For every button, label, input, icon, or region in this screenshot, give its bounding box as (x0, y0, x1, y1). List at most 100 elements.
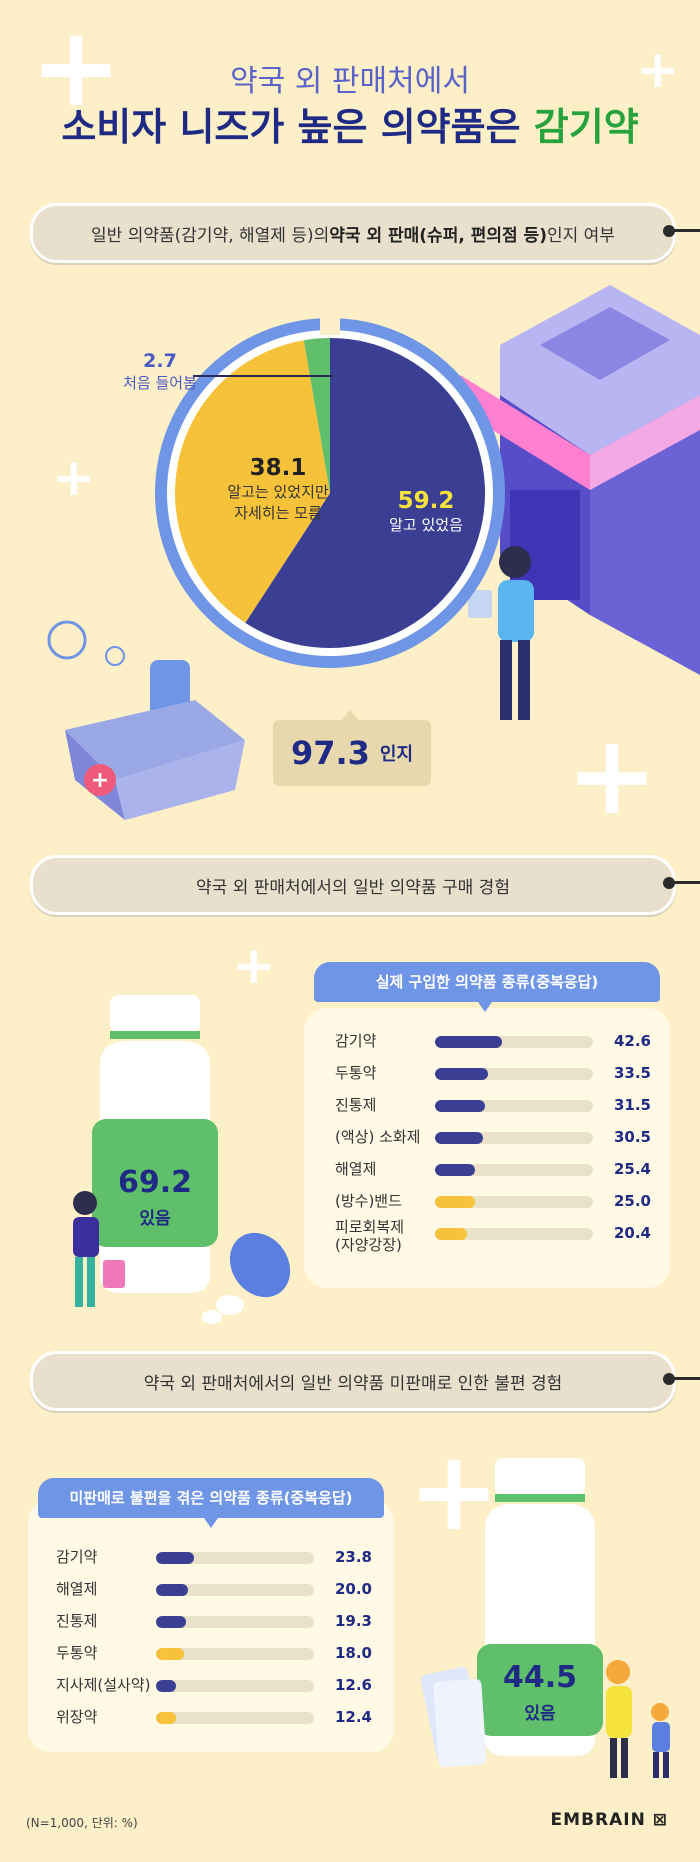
footnote: (N=1,000, 단위: %) (26, 1816, 138, 1830)
page-subtitle: 약국 외 판매처에서 (230, 64, 470, 99)
inconvenience-bar (156, 1552, 194, 1564)
purchased-category-label: 감기약 (335, 1032, 377, 1050)
card-title: 실제 구입한 의약품 종류(중복응답) (314, 962, 660, 1002)
purchased-row: 해열제 25.4 (335, 1156, 655, 1188)
banner-text-bold: 약국 외 판매(슈퍼, 편의점 등) (329, 225, 547, 246)
purchased-category-label: (액상) 소화제 (335, 1128, 421, 1146)
purchased-bar (435, 1164, 476, 1176)
purchased-category-label: 두통약 (335, 1064, 377, 1082)
inconvenience-row: 지사제(설사약) 12.6 (56, 1672, 376, 1704)
svg-text:+: + (91, 768, 109, 793)
bottle-value-box: 69.2 있음 (92, 1165, 218, 1229)
title-main: 소비자 니즈가 높은 의약품은 (61, 105, 534, 149)
bottle-value: 44.5 (502, 1660, 578, 1695)
purchased-category-label: (방수)밴드 (335, 1192, 402, 1210)
inconvenience-row: 해열제 20.0 (56, 1576, 376, 1608)
purchased-value-label: 42.6 (613, 1032, 651, 1050)
purchased-value-label: 25.0 (613, 1192, 651, 1210)
plus-deco-icon: + (52, 448, 96, 508)
pie-label-known: 59.2 알고 있었음 (366, 488, 486, 535)
pie-ring-gap (320, 313, 340, 335)
inconvenience-category-label: 두통약 (56, 1644, 98, 1662)
bottle-label: 있음 (524, 1704, 556, 1724)
purchased-value-label: 31.5 (613, 1096, 651, 1114)
pie-slice-known (245, 338, 486, 648)
banner-text-pre: 일반 의약품(감기약, 해열제 등)의 (91, 225, 330, 246)
pill-bottle-spilled-illustration (202, 1232, 291, 1324)
purchased-category-label: 진통제 (335, 1096, 377, 1114)
inconvenience-category-label: 감기약 (56, 1548, 98, 1566)
inconvenience-bar (156, 1680, 176, 1692)
purchased-row: 진통제 31.5 (335, 1092, 655, 1124)
purchased-bar-track (435, 1036, 593, 1048)
pie-value-known: 59.2 (397, 488, 455, 514)
pie-value-partial: 38.1 (249, 455, 307, 481)
banner-connector (670, 229, 700, 232)
bottle-label: 있음 (139, 1209, 171, 1229)
banner-connector (670, 1377, 700, 1380)
banner-text: 약국 외 판매처에서의 일반 의약품 구매 경험 (196, 877, 510, 898)
inconvenience-bar-track (156, 1648, 314, 1660)
store-illustration (460, 285, 700, 675)
purchased-value-label: 25.4 (613, 1160, 651, 1178)
inconvenience-bar (156, 1584, 188, 1596)
purchased-bar (435, 1036, 503, 1048)
inconvenience-row: 위장약 12.4 (56, 1704, 376, 1736)
purchased-bar-track (435, 1228, 593, 1240)
pie-category-never: 처음 들어봄 (123, 374, 197, 392)
banner-dot (663, 225, 675, 237)
purchased-row: (액상) 소화제 30.5 (335, 1124, 655, 1156)
inconvenience-value-label: 12.4 (334, 1708, 372, 1726)
purchased-category-label: 피로회복제 (자양강장) (335, 1218, 405, 1254)
title-highlight: 감기약 (533, 105, 639, 149)
plus-deco-icon: + (636, 40, 680, 100)
purchased-value-label: 20.4 (613, 1224, 651, 1242)
purchased-bar-track (435, 1132, 593, 1144)
inconvenience-bar (156, 1712, 176, 1724)
recognition-pointer (340, 710, 360, 722)
inconvenience-bar-track (156, 1712, 314, 1724)
page-title: 소비자 니즈가 높은 의약품은 감기약 (0, 96, 700, 151)
bottle-value-box: 44.5 있음 (477, 1660, 603, 1724)
plus-deco-icon: + (566, 711, 659, 839)
inconvenience-value-label: 19.3 (334, 1612, 372, 1630)
purchased-row: 두통약 33.5 (335, 1060, 655, 1092)
inconvenience-bar-track (156, 1552, 314, 1564)
plus-deco-icon: + (408, 1427, 501, 1555)
purchased-row: (방수)밴드 25.0 (335, 1188, 655, 1220)
pie-category-known: 알고 있었음 (389, 516, 463, 534)
inconvenience-bar-track (156, 1584, 314, 1596)
inconvenience-bar-track (156, 1680, 314, 1692)
banner-text-post: 인지 여부 (546, 225, 615, 246)
purchased-category-label: 해열제 (335, 1160, 377, 1178)
purchased-medicine-card (304, 1008, 670, 1288)
card-title: 미판매로 불편을 겪은 의약품 종류(중복응답) (38, 1478, 384, 1518)
purchased-bar (435, 1196, 475, 1208)
pie-callout-line (193, 375, 333, 377)
section3-banner: 약국 외 판매처에서의 일반 의약품 미판매로 인한 불편 경험 (30, 1351, 676, 1411)
inconvenience-row: 두통약 18.0 (56, 1640, 376, 1672)
shopper-illustration (73, 1191, 125, 1307)
awareness-pie-chart (155, 313, 505, 668)
bottle-illustration (92, 995, 218, 1293)
recognition-label: 인지 (379, 744, 414, 765)
inconvenience-value-label: 23.8 (334, 1548, 372, 1566)
inconvenience-category-label: 해열제 (56, 1580, 98, 1598)
banner-dot (663, 1373, 675, 1385)
inconvenience-row: 진통제 19.3 (56, 1608, 376, 1640)
embrain-logo: EMBRAIN ⊠ (550, 1810, 668, 1830)
inconvenience-bar (156, 1616, 187, 1628)
pie-label-never: 2.7 처음 들어봄 (95, 350, 225, 393)
recognition-value: 97.3 (290, 734, 370, 772)
purchased-bar-track (435, 1068, 593, 1080)
inconvenience-value-label: 18.0 (334, 1644, 372, 1662)
purchased-bar-track (435, 1196, 593, 1208)
inconvenience-row: 감기약 23.8 (56, 1544, 376, 1576)
card-pointer (478, 1002, 492, 1012)
pie-label-partial: 38.1 알고는 있었지만 자세히는 모름 (213, 455, 343, 523)
section2-banner: 약국 외 판매처에서의 일반 의약품 구매 경험 (30, 855, 676, 915)
inconvenience-category-label: 위장약 (56, 1708, 98, 1726)
recognition-box: 97.3 인지 (273, 720, 431, 786)
banner-text: 약국 외 판매처에서의 일반 의약품 미판매로 인한 불편 경험 (143, 1373, 563, 1394)
card-pointer (204, 1518, 218, 1528)
